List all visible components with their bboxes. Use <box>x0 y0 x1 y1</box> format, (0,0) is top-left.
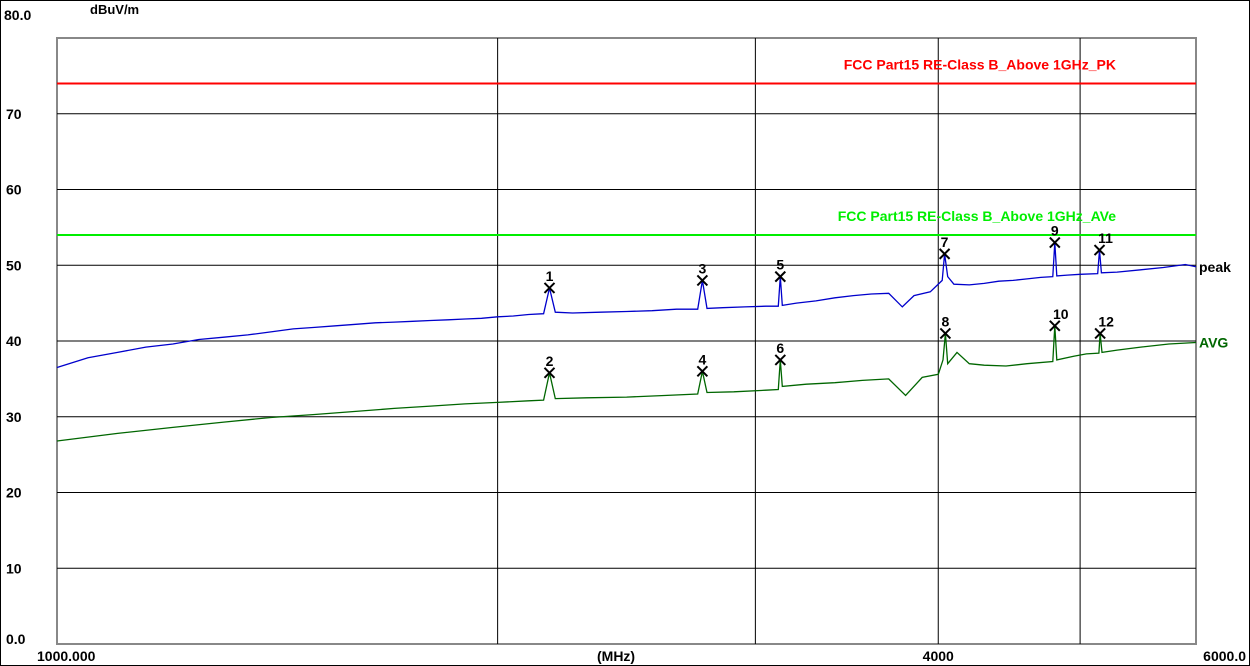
marker-cross <box>543 282 556 294</box>
marker: 8 <box>939 313 952 340</box>
marker-cross <box>774 270 787 283</box>
marker: 4 <box>696 351 709 378</box>
y-tick-label: 20 <box>6 485 22 501</box>
x-tick-label: 4000 <box>923 648 954 664</box>
marker-label: 5 <box>776 257 784 273</box>
marker-label: 3 <box>698 260 706 276</box>
y-axis-unit: dBuV/m <box>90 2 139 17</box>
y-tick-label: 70 <box>6 106 22 122</box>
marker-cross <box>1049 236 1061 249</box>
y-tick-label: 50 <box>6 257 22 273</box>
y-tick-label: 10 <box>6 560 22 576</box>
axis-labels: 80.0 dBuV/m (MHz) 70 60 50 40 30 20 10 0.0 1000.… <box>4 2 1246 664</box>
marker: 1 <box>543 268 556 294</box>
marker-label: 9 <box>1051 223 1059 239</box>
marker-cross <box>1094 327 1106 340</box>
grid <box>56 37 1197 645</box>
marker: 2 <box>543 353 556 379</box>
marker-label: 8 <box>941 313 949 329</box>
marker-cross <box>543 367 556 379</box>
marker-label: 12 <box>1098 313 1114 329</box>
marker-cross <box>1093 244 1106 256</box>
marker-cross <box>696 274 709 287</box>
marker: 6 <box>774 340 787 366</box>
marker: 3 <box>696 260 709 287</box>
y-tick-label: 60 <box>6 182 22 198</box>
limit-line-label: FCC Part15 RE-Class B_Above 1GHz_PK <box>844 56 1116 72</box>
series-label: AVG <box>1199 335 1228 351</box>
marker-cross <box>1049 320 1061 332</box>
x-tick-label: 6000.0 <box>1203 648 1246 664</box>
marker: 10 <box>1049 306 1069 332</box>
limit-lines: FCC Part15 RE-Class B_Above 1GHz_PK FCC P… <box>57 56 1196 236</box>
marker: 11 <box>1093 230 1113 256</box>
series-line <box>56 325 1197 442</box>
marker-label: 1 <box>546 268 554 284</box>
series-line <box>56 242 1197 369</box>
marker-cross <box>774 354 787 366</box>
marker: 9 <box>1049 223 1061 249</box>
marker-label: 6 <box>776 340 784 356</box>
x-tick-label: 1000.000 <box>37 648 96 664</box>
y-tick-label: 0.0 <box>6 631 26 647</box>
marker: 5 <box>774 257 787 283</box>
marker-label: 7 <box>941 234 949 250</box>
marker-label: 2 <box>546 353 554 369</box>
limit-line-label: FCC Part15 RE-Class B_Above 1GHz_AVe <box>838 208 1116 224</box>
marker-cross <box>938 248 951 260</box>
x-axis-title: (MHz) <box>597 648 635 664</box>
y-tick-label: 40 <box>6 333 22 349</box>
marker-label: 11 <box>1098 230 1113 246</box>
marker: 7 <box>938 234 951 260</box>
marker-cross <box>696 365 709 378</box>
marker-cross <box>939 327 952 340</box>
marker-label: 10 <box>1053 306 1069 322</box>
y-tick-label: 30 <box>6 409 22 425</box>
marker-label: 4 <box>698 351 706 367</box>
y-top-label: 80.0 <box>4 7 31 23</box>
data-series: peak AVG <box>56 242 1231 442</box>
marker: 12 <box>1094 313 1114 340</box>
series-label: peak <box>1199 259 1231 275</box>
